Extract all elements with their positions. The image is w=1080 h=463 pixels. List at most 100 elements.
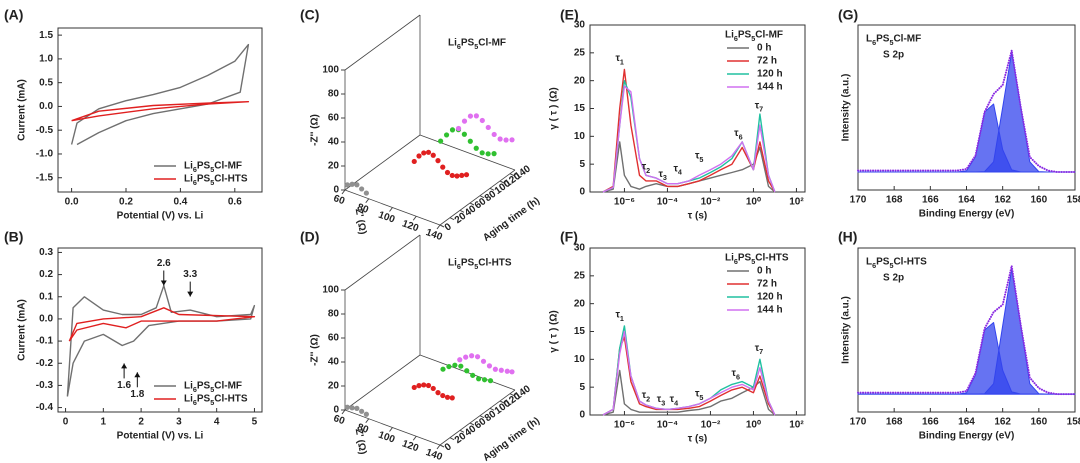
annotation: τ5	[695, 150, 703, 164]
x-tick-label: 164	[958, 195, 975, 206]
x-tick-label: 100	[377, 210, 397, 226]
y-tick-label: -0.3	[36, 380, 54, 391]
x-tick-label: 10⁻⁶	[614, 197, 635, 208]
legend-label: Li6PS5Cl-MF	[184, 381, 242, 395]
y-tick-label: 5	[579, 159, 585, 170]
x-tick-label: 3	[176, 417, 182, 428]
aging-tick	[479, 415, 485, 419]
x-tick-label: 160	[1030, 417, 1047, 428]
y-axis-label: Current (mA)	[17, 79, 28, 141]
x-tick	[365, 418, 370, 424]
y-tick-label: 1.5	[39, 30, 53, 41]
data-point	[467, 138, 473, 144]
x-tick	[365, 198, 370, 204]
z-tick-label: 60	[328, 113, 340, 124]
series-line	[602, 85, 776, 193]
data-point	[455, 125, 462, 132]
y-tick-label: 5	[579, 382, 585, 393]
data-point	[440, 392, 446, 399]
x-axis-label: Binding Energy (eV)	[919, 431, 1015, 442]
z-tick-label: 20	[328, 381, 340, 392]
data-point	[491, 131, 497, 138]
data-point	[449, 127, 456, 133]
data-point	[349, 405, 355, 411]
x-tick-label: 162	[994, 195, 1011, 206]
aging-tick	[449, 217, 455, 221]
z-tick-label: 100	[322, 285, 339, 296]
z-tick-label: 20	[328, 161, 340, 172]
y-tick-label: 10	[574, 131, 586, 142]
legend-label: Li6PS5Cl-HTS	[184, 394, 248, 408]
y-axis-label: Intensity (a.u.)	[841, 74, 852, 142]
legend-label: 72 h	[757, 279, 777, 290]
series-line	[857, 49, 1076, 173]
y-tick-label: -0.5	[36, 125, 54, 136]
y-tick-label: 0.1	[39, 291, 53, 302]
data-point	[461, 131, 467, 137]
x-tick-label: 158	[1067, 417, 1080, 428]
data-point	[504, 368, 510, 374]
y-tick-label: -0.1	[36, 336, 54, 347]
series-line	[71, 101, 250, 122]
panel-title: Li6PS5Cl-MF	[448, 38, 506, 52]
x-tick	[341, 409, 346, 415]
annotation: 1.8	[130, 389, 144, 400]
x-tick-label: 0.6	[228, 197, 242, 208]
x-tick-label: 60	[332, 413, 347, 427]
data-point	[449, 172, 455, 179]
data-point	[363, 411, 369, 417]
annotation: τ2	[642, 390, 650, 404]
data-point	[485, 124, 491, 131]
x-tick-label: 120	[400, 218, 420, 234]
legend-title: Li6PS5Cl-HTS	[725, 253, 789, 267]
data-point	[469, 353, 475, 359]
axis-frame	[344, 354, 421, 411]
data-point	[509, 369, 515, 375]
y-tick-label: 20	[574, 75, 586, 86]
series-line	[602, 330, 776, 416]
x-tick	[412, 215, 417, 221]
x-tick-label: 10⁰	[746, 420, 761, 431]
series-line	[66, 285, 256, 397]
data-point	[473, 145, 479, 151]
annotation: τ5	[695, 388, 703, 402]
data-point	[421, 382, 427, 388]
aging-tick	[469, 202, 475, 206]
data-point	[454, 173, 460, 179]
aging-tick	[439, 444, 445, 448]
data-point	[474, 354, 481, 360]
annotation: τ1	[615, 309, 623, 323]
axis-frame	[419, 134, 516, 171]
data-point	[435, 158, 441, 164]
x-tick	[341, 189, 346, 195]
panel-title: L6PS5Cl-MF	[866, 34, 921, 48]
arrow-head	[187, 291, 194, 297]
legend-title: Li6PS5Cl-MF	[725, 30, 783, 44]
y-axis-label: γ ( τ ) (Ω)	[549, 310, 560, 352]
component-area	[857, 51, 1076, 173]
y-axis-label: Current (mA)	[17, 299, 28, 361]
data-point	[354, 405, 360, 411]
series-line	[602, 369, 776, 416]
x-tick	[412, 435, 417, 441]
plot-frame	[57, 247, 263, 413]
y-tick-label: 0	[579, 187, 585, 198]
component-area	[857, 268, 1076, 395]
data-point	[421, 150, 427, 156]
series-line	[602, 336, 776, 416]
data-point	[440, 366, 446, 372]
data-point	[430, 385, 436, 392]
y-tick-label: 0.5	[39, 77, 53, 88]
data-point	[491, 151, 497, 157]
x-axis-label: Z' (Ω)	[353, 428, 368, 455]
y-tick-label: 0.0	[39, 314, 53, 325]
arrow-head	[121, 363, 128, 369]
y-axis-label: γ ( τ ) (Ω)	[549, 87, 560, 129]
series-line	[857, 264, 1076, 396]
data-point	[359, 186, 365, 192]
axis-frame	[344, 134, 421, 191]
legend-label: Li6PS5Cl-HTS	[184, 174, 248, 188]
x-tick-label: 10⁻⁴	[657, 420, 678, 431]
y-tick-label: -1.5	[36, 172, 54, 183]
